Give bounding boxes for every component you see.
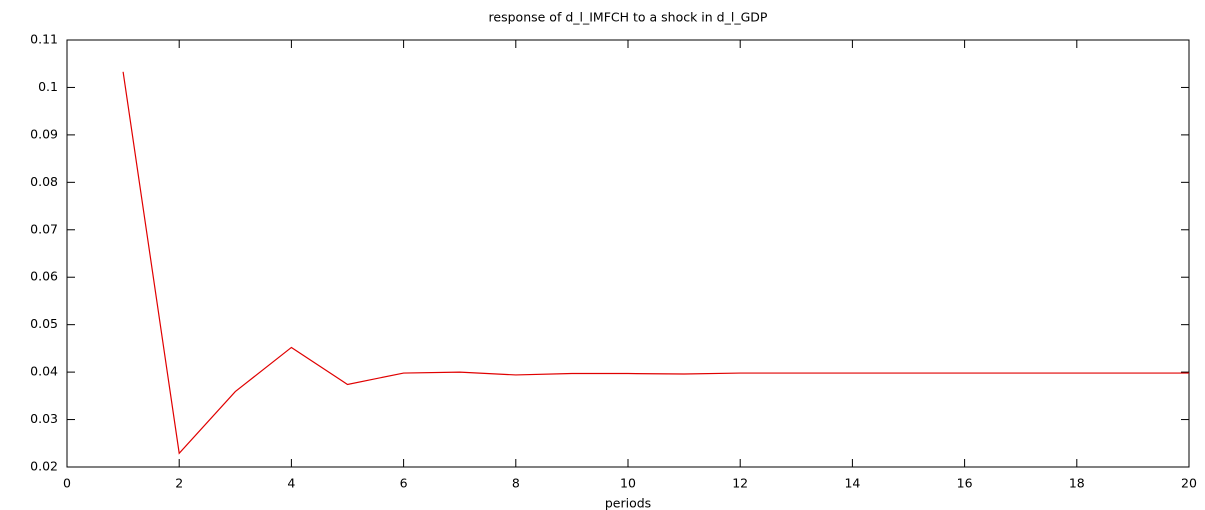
x-tick-label: 8: [512, 476, 520, 491]
y-tick-label: 0.03: [30, 411, 58, 426]
line-series: [122, 71, 1189, 455]
y-tick-label: 0.11: [30, 32, 58, 47]
x-tick-label: 18: [1069, 476, 1085, 491]
y-tick-label: 0.04: [30, 364, 58, 379]
x-tick-label: 14: [844, 476, 860, 491]
y-tick-label: 0.09: [30, 126, 58, 141]
x-tick-label: 6: [400, 476, 408, 491]
x-tick-label: 12: [732, 476, 748, 491]
x-tick-label: 0: [63, 476, 71, 491]
x-axis-label: periods: [605, 496, 651, 510]
y-tick-label: 0.02: [30, 459, 58, 474]
y-tick-label: 0.05: [30, 316, 58, 331]
x-tick-label: 20: [1181, 476, 1197, 491]
y-tick-label: 0.07: [30, 221, 58, 236]
x-tick-label: 16: [957, 476, 973, 491]
x-tick-label: 4: [287, 476, 295, 491]
plot-frame: [66, 39, 1190, 468]
y-tick-label: 0.1: [38, 79, 58, 94]
y-tick-label: 0.06: [30, 269, 58, 284]
y-tick-label: 0.08: [30, 174, 58, 189]
x-tick-label: 2: [175, 476, 183, 491]
x-tick-label: 10: [620, 476, 636, 491]
chart-title: response of d_l_IMFCH to a shock in d_l_…: [489, 10, 768, 25]
